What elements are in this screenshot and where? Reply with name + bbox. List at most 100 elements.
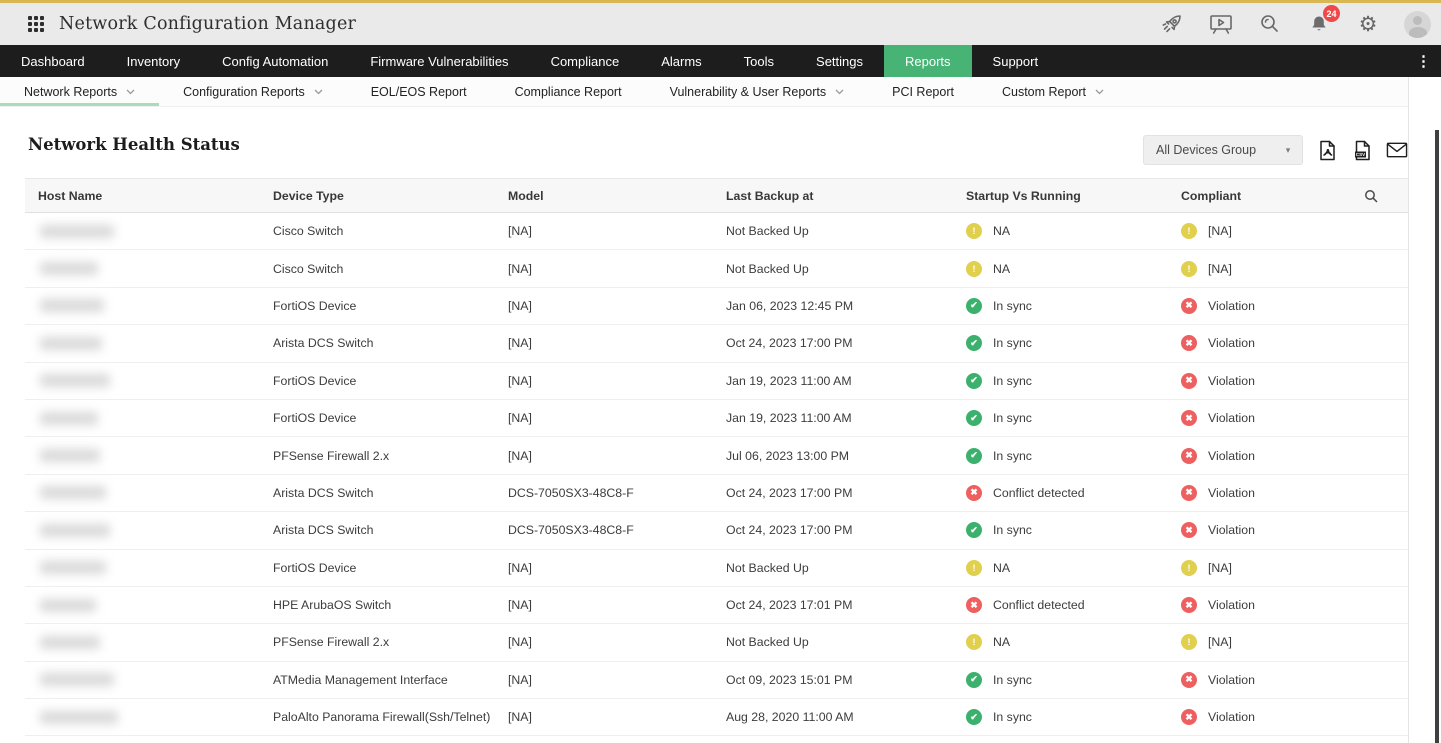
table-row[interactable]: Arista DCS Switch [NA] Oct 24, 2023 17:00 … (25, 324, 1408, 363)
column-header-last-backup-at[interactable]: Last Backup at (713, 178, 953, 213)
host-name-cell-redacted (25, 511, 260, 550)
gear-icon[interactable]: ⚙ (1358, 12, 1378, 36)
startup-vs-running-cell: ✔ In sync (953, 324, 1168, 363)
nav-item-compliance[interactable]: Compliance (550, 53, 620, 69)
nav-item-dashboard[interactable]: Dashboard (21, 53, 85, 69)
status-label: Violation (1208, 298, 1255, 313)
compliant-cell: ✖ Violation (1168, 287, 1343, 326)
table-row[interactable]: ATMedia Management Interface [NA] Oct 09, … (25, 661, 1408, 700)
column-header-device-type[interactable]: Device Type (260, 178, 495, 213)
presentation-icon[interactable] (1208, 11, 1234, 37)
nav-item-config-automation[interactable]: Config Automation (222, 53, 329, 69)
last-backup-cell: Not Backed Up (713, 249, 953, 288)
model-cell: [NA] (495, 212, 713, 251)
model-cell: [NA] (495, 661, 713, 700)
status-label: Violation (1208, 373, 1255, 388)
column-header-startup-vs-running[interactable]: Startup Vs Running (953, 178, 1168, 213)
kebab-menu-icon[interactable]: ⋮ (1416, 53, 1431, 70)
last-backup-cell: Jan 06, 2023 12:45 PM (713, 287, 953, 326)
column-header-compliant[interactable]: Compliant (1168, 178, 1343, 213)
rocket-icon[interactable] (1159, 11, 1185, 37)
status-label: In sync (993, 411, 1032, 426)
table-row[interactable]: Arista DCS Switch DCS-7050SX3-48C8-F Oct 2… (25, 511, 1408, 550)
success-status-icon: ✔ (966, 410, 982, 427)
redacted-host-name (40, 449, 100, 463)
table-row[interactable]: FortiOS Device [NA] Jan 06, 2023 12:45 PM ✔… (25, 287, 1408, 326)
table-row[interactable]: FortiOS Device [NA] Jan 19, 2023 11:00 AM ✔… (25, 399, 1408, 438)
startup-vs-running-cell: ✔ In sync (953, 436, 1168, 475)
redacted-host-name (40, 673, 114, 687)
table-row[interactable]: Arista DCS Switch DCS-7050SX3-48C8-F Oct 2… (25, 474, 1408, 513)
device-group-value: All Devices Group (1156, 143, 1257, 157)
nav-item-inventory[interactable]: Inventory (126, 53, 181, 69)
column-header-model[interactable]: Model (495, 178, 713, 213)
table-row[interactable]: PFSense Firewall 2.x [NA] Not Backed Up! NA… (25, 623, 1408, 662)
table-search-icon[interactable] (1343, 178, 1408, 213)
model-cell: [NA] (495, 324, 713, 363)
model-cell: [NA] (495, 362, 713, 400)
avatar-person-icon (1413, 15, 1422, 25)
csv-export-icon[interactable]: CSV (1351, 139, 1373, 161)
row-spacer-cell (1343, 586, 1408, 625)
host-name-cell-redacted (25, 549, 260, 587)
redacted-host-name (40, 411, 98, 425)
status-label: NA (993, 635, 1011, 650)
model-cell: [NA] (495, 436, 713, 475)
model-cell: [NA] (495, 549, 713, 587)
compliant-cell: ✖ Violation (1168, 399, 1343, 438)
host-name-cell-redacted (25, 249, 260, 288)
nav-item-settings[interactable]: Settings (816, 53, 864, 69)
table-row[interactable]: Cisco Switch [NA] Not Backed Up! NA! [NA] (25, 212, 1408, 251)
error-status-icon: ✖ (1181, 447, 1197, 464)
table-row[interactable]: FortiOS Device [NA] Not Backed Up! NA! [NA] (25, 549, 1408, 587)
scrollbar[interactable] (1435, 130, 1439, 743)
host-name-cell-redacted (25, 436, 260, 475)
email-report-icon[interactable] (1386, 139, 1408, 161)
subnav-tab-pci-report[interactable]: PCI Report (868, 77, 978, 106)
bell-icon[interactable]: 24 (1306, 5, 1340, 37)
nav-item-tools[interactable]: Tools (743, 53, 775, 69)
last-backup-cell: Jul 06, 2023 13:00 PM (713, 436, 953, 475)
warning-status-icon: ! (966, 260, 982, 277)
status-label: In sync (993, 373, 1032, 388)
redacted-host-name (40, 336, 102, 350)
subnav-tab-network-reports[interactable]: Network Reports (0, 77, 160, 106)
compliant-cell: ✖ Violation (1168, 436, 1343, 475)
status-label: [NA] (1208, 224, 1232, 239)
host-name-cell-redacted (25, 586, 260, 625)
table-row[interactable]: PaloAlto Panorama Firewall(Ssh/Telnet) [N… (25, 698, 1408, 737)
nav-item-alarms[interactable]: Alarms (661, 53, 702, 69)
host-name-cell-redacted (25, 698, 260, 737)
subnav-tab-eol-eos-report[interactable]: EOL/EOS Report (347, 77, 491, 106)
column-header-host-name[interactable]: Host Name (25, 178, 260, 213)
nav-item-support[interactable]: Support (992, 53, 1039, 69)
nav-item-reports[interactable]: Reports (884, 45, 972, 77)
table-row[interactable]: FortiOS Device [NA] Jan 19, 2023 11:00 AM ✔… (25, 362, 1408, 400)
error-status-icon: ✖ (966, 597, 982, 614)
row-spacer-cell (1343, 549, 1408, 587)
table-row[interactable]: Cisco Switch [NA] Not Backed Up! NA! [NA] (25, 249, 1408, 288)
app-header: Network Configuration Manager (0, 0, 1441, 45)
warning-status-icon: ! (966, 559, 982, 576)
subnav-tab-vulnerability-user-reports[interactable]: Vulnerability & User Reports (646, 77, 869, 106)
startup-vs-running-cell: ✔ In sync (953, 698, 1168, 737)
avatar[interactable] (1404, 10, 1431, 38)
subnav-tab-label: Network Reports (24, 84, 118, 99)
error-status-icon: ✖ (1181, 372, 1197, 389)
table-row[interactable]: HPE ArubaOS Switch [NA] Oct 24, 2023 17:01… (25, 586, 1408, 625)
search-icon[interactable] (1257, 11, 1283, 37)
pdf-export-icon[interactable] (1316, 139, 1338, 161)
table-row[interactable]: PFSense Firewall 2.x [NA] Jul 06, 2023 13:… (25, 436, 1408, 475)
subnav-tab-compliance-report[interactable]: Compliance Report (491, 77, 646, 106)
apps-grid-icon[interactable] (28, 15, 45, 33)
last-backup-cell: Oct 09, 2023 15:01 PM (713, 661, 953, 700)
subnav-tab-custom-report[interactable]: Custom Report (978, 77, 1128, 106)
status-label: [NA] (1208, 635, 1232, 650)
network-health-table: Host Name Device Type Model Last Backup at S… (25, 178, 1408, 737)
nav-item-firmware-vulnerabilities[interactable]: Firmware Vulnerabilities (370, 53, 509, 69)
host-name-cell-redacted (25, 287, 260, 326)
startup-vs-running-cell: ! NA (953, 212, 1168, 251)
device-group-select[interactable]: All Devices Group ▾ (1143, 135, 1303, 165)
subnav-tab-configuration-reports[interactable]: Configuration Reports (159, 77, 347, 106)
status-label: In sync (993, 298, 1032, 313)
